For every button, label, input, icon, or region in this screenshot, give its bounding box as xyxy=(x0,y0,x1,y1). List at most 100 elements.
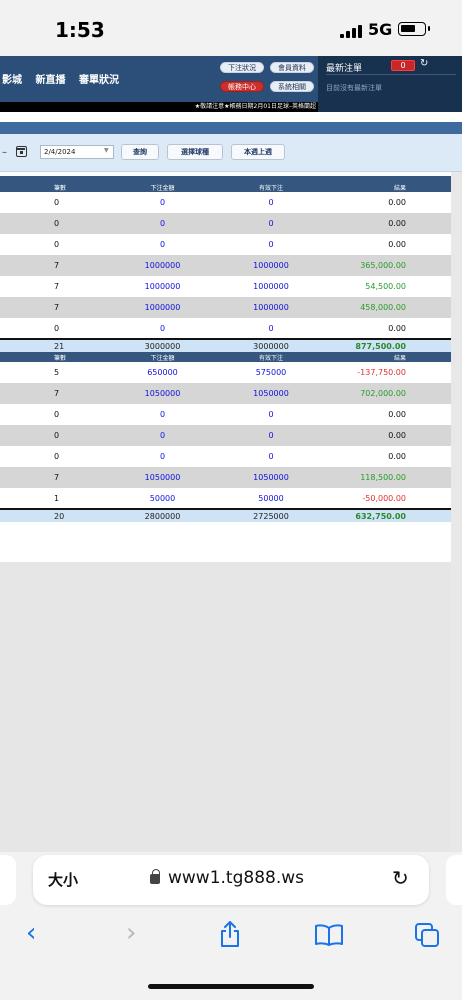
week2-total-row: 20 2800000 2725000 632,750.00 xyxy=(0,508,451,522)
row-count: 7 xyxy=(0,255,110,276)
section-band xyxy=(0,122,462,134)
table-row: 5 650000 575000 -137,750.00 xyxy=(0,362,451,383)
row-valid: 0 xyxy=(215,318,327,339)
table-header: 筆數 下注金額 有效下注 結果 xyxy=(0,182,451,192)
row-count: 1 xyxy=(0,488,110,509)
member-info-button[interactable]: 會員資料 xyxy=(270,62,314,73)
status-bar: 1:53 5G xyxy=(0,0,462,56)
back-icon[interactable]: ‹ xyxy=(26,918,37,948)
row-amount[interactable]: 0 xyxy=(110,318,215,339)
row-amount[interactable]: 1000000 xyxy=(110,297,215,318)
row-count: 0 xyxy=(0,192,110,213)
table-row: 7 1000000 1000000 458,000.00 xyxy=(0,297,451,318)
row-valid: 1050000 xyxy=(215,383,327,404)
row-valid: 0 xyxy=(215,404,327,425)
latest-bets-empty: 目前沒有最新注單 xyxy=(326,84,382,92)
row-result: 0.00 xyxy=(327,318,451,339)
row-amount[interactable]: 50000 xyxy=(110,488,215,509)
row-result: 0.00 xyxy=(327,446,451,467)
row-valid: 0 xyxy=(215,213,327,234)
main-nav: 影城 新直播 審單狀況 xyxy=(2,71,129,86)
row-result: 54,500.00 xyxy=(327,276,451,297)
row-amount[interactable]: 1050000 xyxy=(110,467,215,488)
tabs-icon[interactable] xyxy=(414,922,440,948)
address-bar[interactable] xyxy=(33,855,429,905)
week1-rows: 0 0 0 0.00 0 0 0 0.00 0 0 0 0.00 7 1000000 1000000 365,… xyxy=(0,192,451,339)
row-amount[interactable]: 0 xyxy=(110,446,215,467)
table-top-band xyxy=(0,176,451,182)
empty-area xyxy=(0,562,451,852)
row-valid: 50000 xyxy=(215,488,327,509)
table-row: 0 0 0 0.00 xyxy=(0,234,451,255)
row-valid: 1050000 xyxy=(215,467,327,488)
row-amount[interactable]: 0 xyxy=(110,213,215,234)
table-row: 7 1000000 1000000 365,000.00 xyxy=(0,255,451,276)
row-result: 365,000.00 xyxy=(327,255,451,276)
row-valid: 575000 xyxy=(215,362,327,383)
query-button[interactable]: 查詢 xyxy=(121,144,159,160)
this-last-week-button[interactable]: 本週上週 xyxy=(231,144,285,160)
table-row: 0 0 0 0.00 xyxy=(0,213,451,234)
row-amount[interactable]: 650000 xyxy=(110,362,215,383)
chevron-down-icon[interactable]: ▼ xyxy=(104,147,109,154)
row-result: 0.00 xyxy=(327,425,451,446)
row-count: 7 xyxy=(0,297,110,318)
latest-bets-panel: 最新注單 0 ↻ 目前沒有最新注單 xyxy=(318,56,462,112)
refresh-icon[interactable]: ↻ xyxy=(420,58,429,69)
row-count: 7 xyxy=(0,467,110,488)
date-separator: – xyxy=(2,147,7,158)
row-valid: 0 xyxy=(215,446,327,467)
row-valid: 0 xyxy=(215,425,327,446)
prev-tab-preview[interactable] xyxy=(0,855,16,905)
week1-total-row: 21 3000000 3000000 877,500.00 xyxy=(0,338,451,352)
bet-status-button[interactable]: 下注狀況 xyxy=(220,62,264,73)
report-table: 筆數 下注金額 有效下注 結果 0 0 0 0.00 0 0 0 0.00 0 0 0 0.00 7 10… xyxy=(0,176,451,522)
calendar-icon[interactable] xyxy=(16,146,27,157)
row-count: 0 xyxy=(0,234,110,255)
account-center-button[interactable]: 帳務中心 xyxy=(220,81,264,92)
row-amount[interactable]: 0 xyxy=(110,425,215,446)
table-header: 筆數 下注金額 有效下注 結果 xyxy=(0,352,451,362)
table-row: 0 0 0 0.00 xyxy=(0,446,451,467)
row-count: 0 xyxy=(0,404,110,425)
nav-review-status[interactable]: 審單狀況 xyxy=(78,75,119,86)
url-text[interactable]: www1.tg888.ws xyxy=(168,868,304,888)
table-row: 7 1050000 1050000 118,500.00 xyxy=(0,467,451,488)
row-valid: 1000000 xyxy=(215,297,327,318)
notice-ticker: ★敬請注意★帳務日期2月01日足球–英格蘭超 xyxy=(0,102,318,112)
bookmarks-icon[interactable] xyxy=(314,924,344,946)
share-icon[interactable] xyxy=(219,920,241,948)
nav-live[interactable]: 新直播 xyxy=(35,75,66,86)
date-input[interactable] xyxy=(40,145,114,159)
row-amount[interactable]: 1050000 xyxy=(110,383,215,404)
row-valid: 0 xyxy=(215,192,327,213)
row-result: -137,750.00 xyxy=(327,362,451,383)
text-size-button[interactable]: 大小 xyxy=(48,871,79,889)
nav-cinema[interactable]: 影城 xyxy=(2,75,22,86)
next-tab-preview[interactable] xyxy=(446,855,462,905)
row-result: 702,000.00 xyxy=(327,383,451,404)
row-result: -50,000.00 xyxy=(327,488,451,509)
row-amount[interactable]: 1000000 xyxy=(110,276,215,297)
row-amount[interactable]: 0 xyxy=(110,192,215,213)
select-sport-button[interactable]: 選擇球種 xyxy=(167,144,223,160)
row-count: 0 xyxy=(0,213,110,234)
table-row: 7 1000000 1000000 54,500.00 xyxy=(0,276,451,297)
row-count: 0 xyxy=(0,425,110,446)
row-valid: 1000000 xyxy=(215,276,327,297)
home-indicator xyxy=(148,984,314,989)
row-amount[interactable]: 0 xyxy=(110,234,215,255)
row-result: 458,000.00 xyxy=(327,297,451,318)
system-button[interactable]: 系統相關 xyxy=(270,81,314,92)
row-amount[interactable]: 1000000 xyxy=(110,255,215,276)
row-valid: 1000000 xyxy=(215,255,327,276)
row-result: 0.00 xyxy=(327,213,451,234)
spacer xyxy=(0,112,462,122)
reload-icon[interactable]: ↻ xyxy=(392,866,409,890)
row-amount[interactable]: 0 xyxy=(110,404,215,425)
row-count: 0 xyxy=(0,318,110,339)
forward-icon[interactable]: › xyxy=(126,918,137,948)
status-time: 1:53 xyxy=(55,18,105,42)
latest-bets-count: 0 xyxy=(391,60,415,71)
row-result: 0.00 xyxy=(327,192,451,213)
